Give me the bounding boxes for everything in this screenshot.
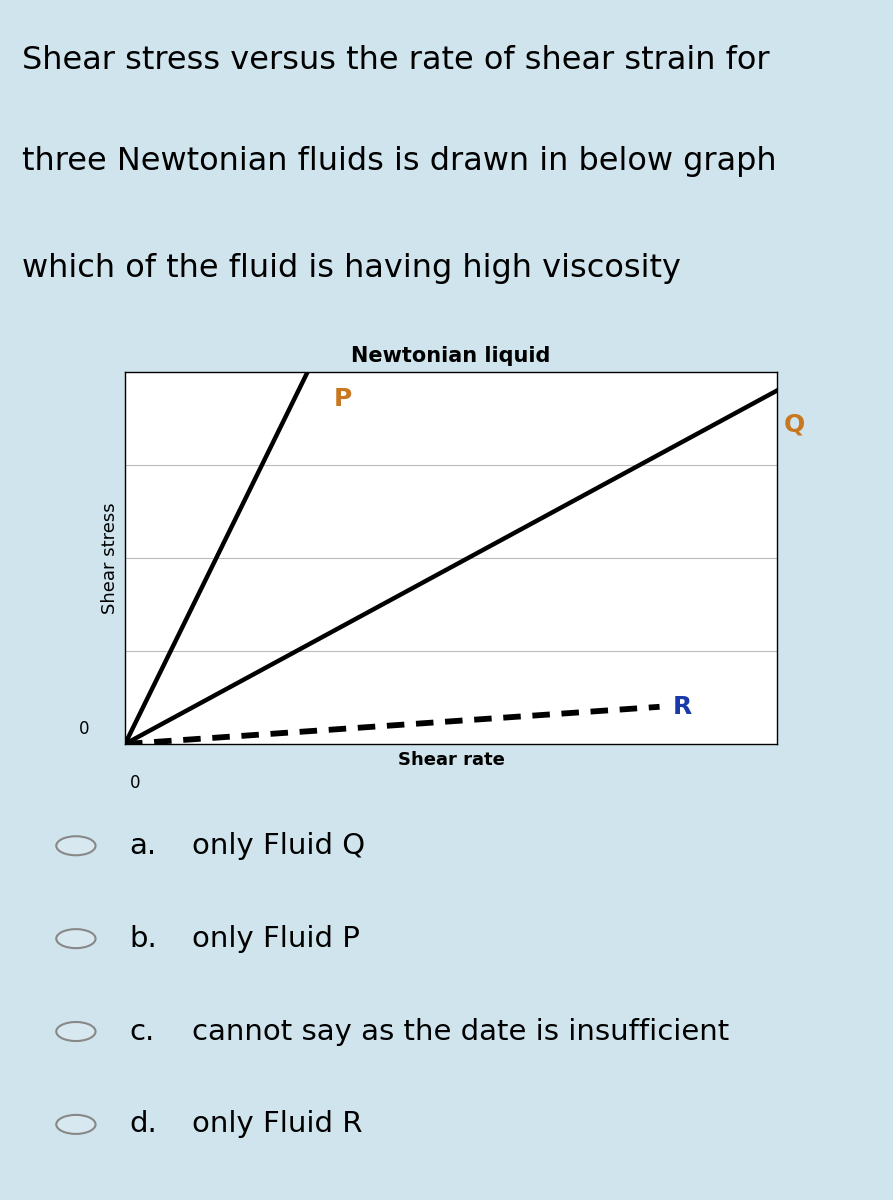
Text: a.: a. <box>129 832 156 859</box>
Text: which of the fluid is having high viscosity: which of the fluid is having high viscos… <box>22 253 681 284</box>
Text: only Fluid P: only Fluid P <box>192 925 360 953</box>
Text: P: P <box>334 386 352 410</box>
Text: d.: d. <box>129 1110 157 1139</box>
Text: b.: b. <box>129 925 157 953</box>
Circle shape <box>56 836 96 856</box>
Text: c.: c. <box>129 1018 154 1045</box>
Y-axis label: Shear stress: Shear stress <box>102 502 120 614</box>
Circle shape <box>56 929 96 948</box>
Circle shape <box>56 1022 96 1042</box>
Text: R: R <box>672 695 692 719</box>
Text: 0: 0 <box>129 774 140 792</box>
Text: Shear stress versus the rate of shear strain for: Shear stress versus the rate of shear st… <box>22 44 770 76</box>
Text: 0: 0 <box>79 720 89 738</box>
Text: Q: Q <box>783 413 805 437</box>
Circle shape <box>56 1115 96 1134</box>
X-axis label: Shear rate: Shear rate <box>397 751 505 769</box>
Title: Newtonian liquid: Newtonian liquid <box>351 347 551 366</box>
Text: only Fluid R: only Fluid R <box>192 1110 363 1139</box>
Text: three Newtonian fluids is drawn in below graph: three Newtonian fluids is drawn in below… <box>22 145 777 176</box>
Text: only Fluid Q: only Fluid Q <box>192 832 365 859</box>
Text: cannot say as the date is insufficient: cannot say as the date is insufficient <box>192 1018 730 1045</box>
